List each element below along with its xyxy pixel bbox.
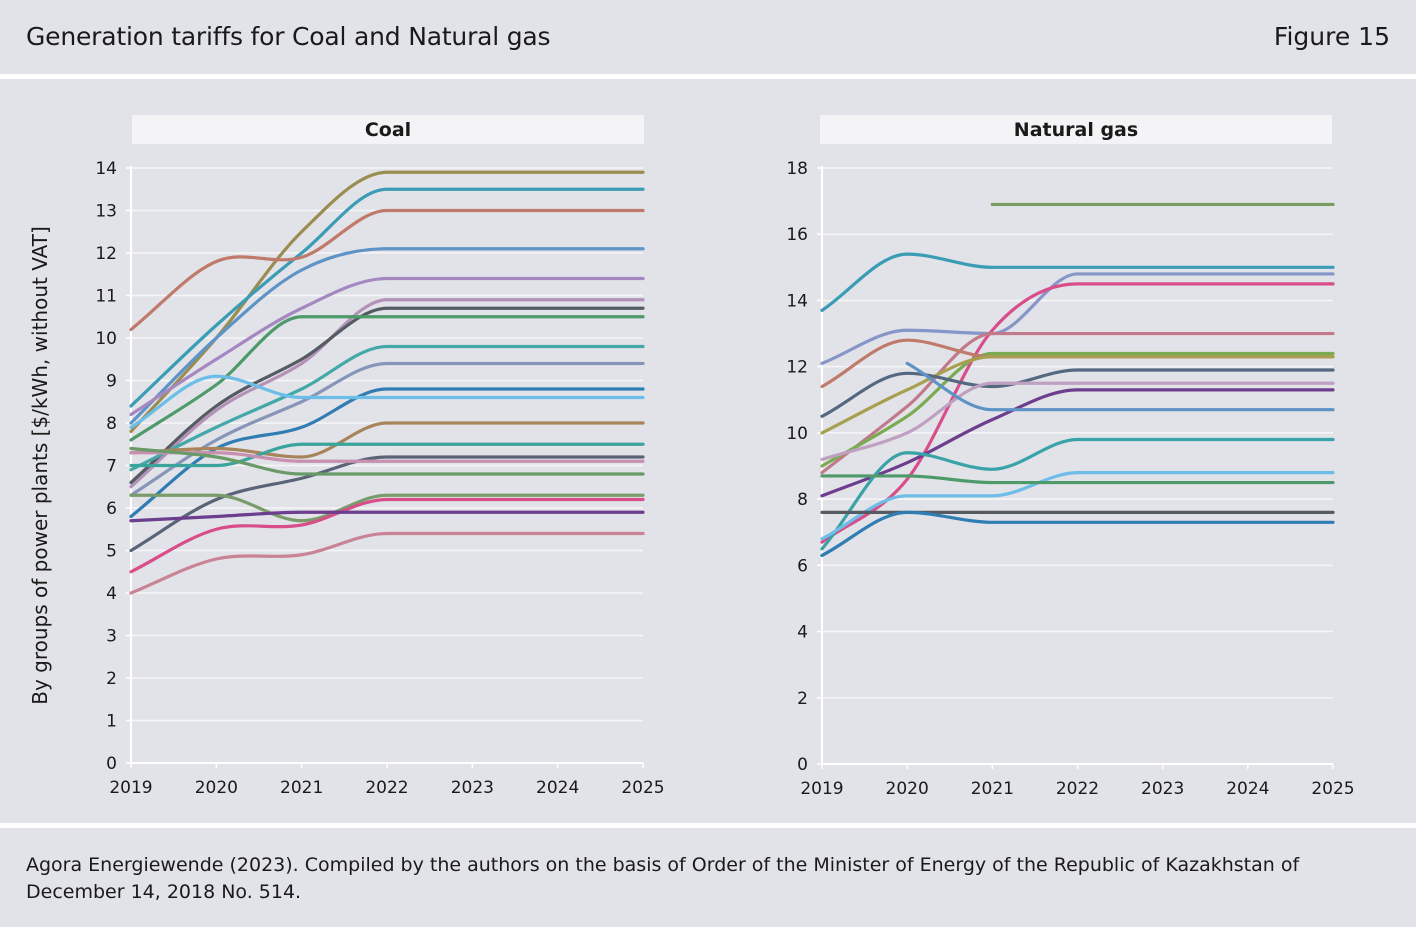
coal-x-tick-label: 2022 <box>365 778 408 798</box>
gas-series-line-2 <box>820 252 1335 312</box>
coal-y-tick-label: 10 <box>95 329 117 349</box>
coal-series-line-13 <box>129 421 645 459</box>
coal-y-tick-label: 4 <box>106 584 117 604</box>
coal-y-tick-label: 2 <box>106 669 117 689</box>
gas-y-tick-label: 12 <box>786 358 808 378</box>
coal-x-tick-label: 2020 <box>195 778 238 798</box>
coal-y-tick-label: 14 <box>95 159 117 179</box>
gas-y-tick-label: 10 <box>786 424 808 444</box>
gas-y-tick-label: 2 <box>797 689 808 709</box>
coal-series-line-8 <box>129 315 645 442</box>
gas-y-tick-label: 8 <box>797 490 808 510</box>
gas-panel-banner <box>820 115 1332 144</box>
figure-title: Generation tariffs for Coal and Natural … <box>26 22 551 51</box>
gas-x-tick-label: 2020 <box>886 779 929 799</box>
gas-y-tick-label: 16 <box>786 225 808 245</box>
gas-series-line-3 <box>820 272 1335 365</box>
gas-x-tick-label: 2022 <box>1056 779 1099 799</box>
gas-series-line-14 <box>820 471 1335 541</box>
gas-panel-title: Natural gas <box>1014 119 1138 141</box>
coal-y-tick-label: 8 <box>106 414 117 434</box>
coal-y-tick-label: 9 <box>106 372 117 392</box>
gas-y-tick-label: 4 <box>797 623 808 643</box>
coal-series-line-12 <box>129 374 645 429</box>
coal-series-line-6 <box>129 298 645 489</box>
coal-series-line-21 <box>129 531 645 595</box>
coal-y-tick-label: 12 <box>95 244 117 264</box>
gas-series-line-7 <box>820 338 1335 389</box>
coal-series-line-7 <box>129 306 645 485</box>
gas-series-line-12 <box>905 361 1335 412</box>
gas-x-tick-label: 2019 <box>800 779 843 799</box>
gas-series-line-13 <box>820 437 1335 551</box>
coal-series-line-16 <box>129 451 645 463</box>
coal-panel-banner <box>132 115 644 144</box>
coal-y-tick-label: 6 <box>106 499 117 519</box>
gas-series-line-6 <box>820 351 1335 468</box>
coal-x-tick-label: 2025 <box>621 778 664 798</box>
coal-x-tick-label: 2024 <box>536 778 579 798</box>
gas-series-line-11 <box>820 388 1335 498</box>
coal-x-tick-label: 2019 <box>109 778 152 798</box>
gas-series-line-4 <box>820 282 1335 544</box>
gas-series-line-17 <box>820 510 1335 557</box>
coal-y-tick-label: 3 <box>106 627 117 647</box>
coal-y-tick-label: 7 <box>106 457 117 477</box>
gas-y-tick-label: 18 <box>786 159 808 179</box>
gas-y-tick-label: 6 <box>797 556 808 576</box>
figure-number: Figure 15 <box>1273 22 1390 51</box>
gas-x-tick-label: 2023 <box>1141 779 1184 799</box>
coal-series-line-3 <box>129 208 645 332</box>
coal-x-tick-label: 2021 <box>280 778 323 798</box>
coal-series-line-14 <box>129 442 645 468</box>
coal-series-line-2 <box>129 187 645 408</box>
gas-x-tick-label: 2024 <box>1226 779 1269 799</box>
coal-y-axis-label: By groups of power plants [$/kWh, withou… <box>28 226 52 705</box>
coal-y-tick-label: 13 <box>95 202 117 222</box>
gas-x-tick-label: 2025 <box>1311 779 1354 799</box>
coal-series-line-15 <box>129 455 645 553</box>
coal-y-tick-label: 5 <box>106 542 117 562</box>
gas-series-line-9 <box>820 368 1335 418</box>
coal-y-tick-label: 11 <box>95 287 117 307</box>
gas-series-line-15 <box>820 474 1335 485</box>
gas-x-tick-label: 2021 <box>971 779 1014 799</box>
coal-series-line-17 <box>129 446 645 476</box>
coal-y-tick-label: 1 <box>106 712 117 732</box>
source-note: Agora Energiewende (2023). Compiled by t… <box>26 854 1300 903</box>
coal-series-line-10 <box>129 361 645 497</box>
gas-series-line-5 <box>820 331 1335 475</box>
coal-series-line-20 <box>129 510 645 523</box>
coal-series-line-5 <box>129 276 645 417</box>
header-divider <box>0 74 1416 79</box>
coal-panel-title: Coal <box>365 119 411 141</box>
coal-series-line-19 <box>129 497 645 574</box>
gas-series-line-8 <box>820 355 1335 435</box>
coal-x-tick-label: 2023 <box>451 778 494 798</box>
gas-series-line-10 <box>820 381 1335 461</box>
footer-divider <box>0 823 1416 828</box>
coal-series-line-4 <box>129 247 645 425</box>
header-bar: Generation tariffs for Coal and Natural … <box>0 0 1416 74</box>
coal-series-line-9 <box>129 344 645 472</box>
coal-y-tick-label: 0 <box>106 754 117 774</box>
coal-series-line-18 <box>129 493 645 523</box>
gas-y-tick-label: 0 <box>797 755 808 775</box>
gas-y-tick-label: 14 <box>786 291 808 311</box>
